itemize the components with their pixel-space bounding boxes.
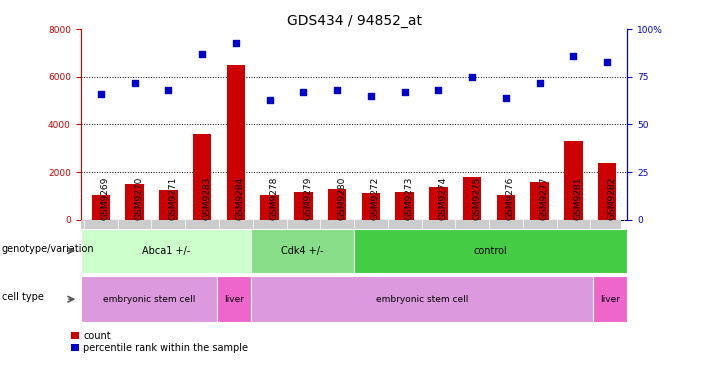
Bar bbox=[217, 276, 252, 322]
Bar bbox=[125, 184, 144, 220]
Text: embryonic stem cell: embryonic stem cell bbox=[103, 295, 195, 304]
Text: GSM9280: GSM9280 bbox=[337, 177, 346, 220]
Point bbox=[601, 59, 613, 64]
Text: GSM9276: GSM9276 bbox=[506, 177, 515, 220]
Point bbox=[433, 87, 444, 93]
Text: GSM9283: GSM9283 bbox=[202, 177, 211, 220]
Point bbox=[95, 91, 107, 97]
Text: GSM9281: GSM9281 bbox=[573, 177, 583, 220]
Text: GSM9275: GSM9275 bbox=[472, 177, 481, 220]
Text: Cdk4 +/-: Cdk4 +/- bbox=[282, 246, 324, 256]
Text: GSM9271: GSM9271 bbox=[168, 177, 177, 220]
Point bbox=[264, 97, 275, 102]
Text: embryonic stem cell: embryonic stem cell bbox=[376, 295, 468, 304]
Text: control: control bbox=[474, 246, 508, 256]
Bar bbox=[328, 189, 346, 220]
Bar bbox=[81, 229, 252, 273]
Bar bbox=[260, 195, 279, 220]
Bar bbox=[294, 192, 313, 220]
Text: GSM9278: GSM9278 bbox=[270, 177, 278, 220]
Legend: count, percentile rank within the sample: count, percentile rank within the sample bbox=[72, 330, 248, 352]
Bar bbox=[593, 276, 627, 322]
Point bbox=[467, 74, 478, 80]
Point bbox=[534, 80, 545, 86]
Point bbox=[501, 95, 512, 101]
Bar bbox=[564, 141, 583, 220]
Text: GSM9270: GSM9270 bbox=[135, 177, 144, 220]
Point bbox=[399, 89, 410, 95]
Text: Abca1 +/-: Abca1 +/- bbox=[142, 246, 190, 256]
Bar bbox=[252, 276, 593, 322]
Bar bbox=[354, 229, 627, 273]
Bar bbox=[429, 187, 448, 220]
Text: cell type: cell type bbox=[1, 292, 43, 302]
Bar bbox=[598, 163, 616, 220]
Bar bbox=[395, 192, 414, 220]
Text: GSM9272: GSM9272 bbox=[371, 177, 380, 220]
Point bbox=[332, 87, 343, 93]
Point bbox=[129, 80, 140, 86]
Bar bbox=[362, 193, 380, 220]
Bar bbox=[159, 190, 177, 220]
Point bbox=[163, 87, 174, 93]
Point bbox=[230, 40, 241, 45]
Text: liver: liver bbox=[224, 295, 245, 304]
Text: GSM9274: GSM9274 bbox=[438, 177, 447, 220]
Point bbox=[365, 93, 376, 99]
Bar bbox=[531, 182, 549, 220]
Bar bbox=[226, 65, 245, 220]
Text: GSM9277: GSM9277 bbox=[540, 177, 549, 220]
Title: GDS434 / 94852_at: GDS434 / 94852_at bbox=[287, 14, 421, 28]
Point bbox=[196, 51, 207, 57]
Bar bbox=[463, 177, 482, 220]
Text: genotype/variation: genotype/variation bbox=[1, 243, 94, 254]
Text: GSM9273: GSM9273 bbox=[404, 177, 414, 220]
Text: GSM9269: GSM9269 bbox=[101, 177, 110, 220]
Text: GSM9279: GSM9279 bbox=[304, 177, 313, 220]
Point bbox=[568, 53, 579, 59]
Bar bbox=[92, 195, 110, 220]
Bar bbox=[193, 134, 212, 220]
Text: GSM9282: GSM9282 bbox=[607, 177, 616, 220]
Bar bbox=[81, 276, 217, 322]
Text: liver: liver bbox=[600, 295, 620, 304]
Bar bbox=[496, 195, 515, 220]
Point bbox=[298, 89, 309, 95]
Text: GSM9284: GSM9284 bbox=[236, 177, 245, 220]
Bar bbox=[252, 229, 354, 273]
